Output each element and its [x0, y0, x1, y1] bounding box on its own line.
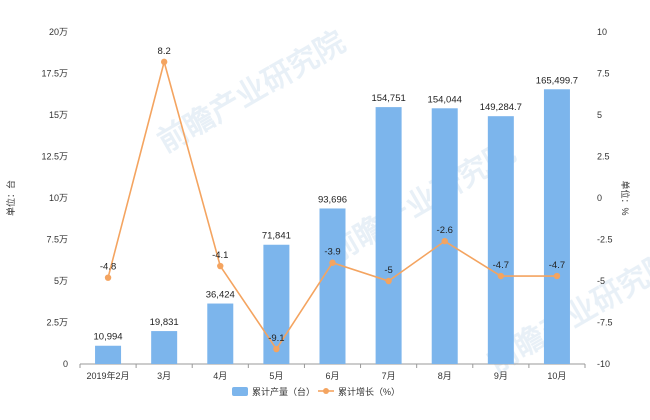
data-labels: 10,994 19,831 36,424 71,841 93,696 154,751 154…: [94, 46, 579, 344]
x-tick-label: 2019年2月: [87, 370, 130, 381]
x-tick-label: 10月: [547, 371, 566, 381]
line-point: [160, 58, 168, 66]
legend-line-marker: [323, 388, 329, 394]
bar-value-label: 154,751: [371, 93, 405, 104]
bar-value-label: 10,994: [94, 332, 123, 343]
x-tick-label: 7月: [382, 371, 396, 381]
line-point: [217, 262, 224, 270]
x-tick-label: 4月: [213, 371, 227, 381]
y-right-tick-label: -5: [597, 276, 605, 286]
legend: 累计产量（台） 累计增长（%）: [232, 386, 400, 397]
y-right-tick-label: 0: [597, 193, 602, 203]
line-value-label: -4.7: [549, 260, 565, 271]
bar: [263, 244, 290, 364]
bar: [319, 208, 346, 364]
line-value-label: -2.6: [437, 225, 453, 236]
bar: [151, 331, 178, 364]
y-right-tick-label: 2.5: [597, 152, 610, 162]
line-value-label: -5: [384, 265, 392, 276]
bar: [95, 345, 122, 364]
legend-bar-swatch: [232, 387, 248, 396]
bar: [207, 303, 234, 364]
y-right-tick-label: 7.5: [597, 69, 610, 79]
bar-value-label: 36,424: [206, 290, 235, 301]
line-point: [104, 274, 112, 281]
y-left-tick-label: 2.5万: [46, 318, 68, 328]
y-left-tick-label: 15万: [49, 110, 68, 120]
y-left-tick-label: 5万: [54, 276, 68, 286]
bar: [375, 107, 402, 364]
y-left-tick-label: 10万: [49, 193, 68, 203]
bar-value-label: 93,696: [318, 194, 347, 205]
x-tick-label: 3月: [157, 371, 171, 381]
line-point: [329, 259, 336, 266]
y-left-tick-label: 12.5万: [41, 152, 68, 162]
right-axis-title: 单位：%: [620, 180, 631, 215]
line-value-label: -4.7: [493, 260, 509, 271]
line-point: [497, 272, 505, 280]
y-right-tick-label: 5: [597, 110, 602, 120]
bar-value-label: 154,044: [428, 94, 462, 105]
line-series: [104, 58, 561, 353]
x-tick-label: 8月: [438, 371, 452, 381]
line-value-label: -4.1: [212, 250, 228, 261]
watermark-text: 前瞻产业研究院: [152, 25, 351, 159]
legend-bar-label: 累计产量（台）: [252, 386, 315, 397]
line-point: [385, 277, 392, 285]
y-left-tick-label: 20万: [49, 27, 68, 37]
y-left-tick-label: 17.5万: [41, 69, 68, 79]
y-right-tick-label: 10: [597, 27, 607, 37]
y-right-tick-label: -2.5: [597, 235, 613, 245]
bar-value-label: 165,499.7: [536, 75, 578, 86]
x-tick-label: 6月: [325, 371, 339, 381]
bar: [543, 89, 570, 364]
legend-line-label: 累计增长（%）: [338, 386, 400, 397]
x-tick-label: 9月: [494, 371, 508, 381]
bar-value-label: 19,831: [150, 317, 179, 328]
line-value-label: 8.2: [158, 46, 171, 57]
bar-value-label: 71,841: [262, 231, 291, 242]
line-value-label: -4.8: [100, 262, 116, 273]
left-axis-title: 单位：台: [5, 180, 16, 216]
bar: [487, 116, 514, 364]
line-value-label: -3.9: [324, 247, 340, 258]
line-point: [273, 345, 280, 353]
y-left-tick-label: 0: [63, 359, 68, 369]
x-tick-label: 5月: [269, 371, 283, 381]
bar-value-label: 149,284.7: [480, 102, 522, 113]
axes: 0 2.5万 5万 7.5万 10万 12.5万 15万 17.5万 20万 -10 -7.5 -5 -…: [41, 27, 612, 381]
bar: [431, 108, 458, 364]
line-point: [553, 272, 561, 280]
y-right-tick-label: -7.5: [597, 318, 613, 328]
line-value-label: -9.1: [268, 333, 284, 344]
line-point: [441, 237, 448, 245]
bar-series: [95, 89, 570, 364]
y-left-tick-label: 7.5万: [46, 235, 68, 245]
y-right-tick-label: -10: [597, 359, 610, 369]
